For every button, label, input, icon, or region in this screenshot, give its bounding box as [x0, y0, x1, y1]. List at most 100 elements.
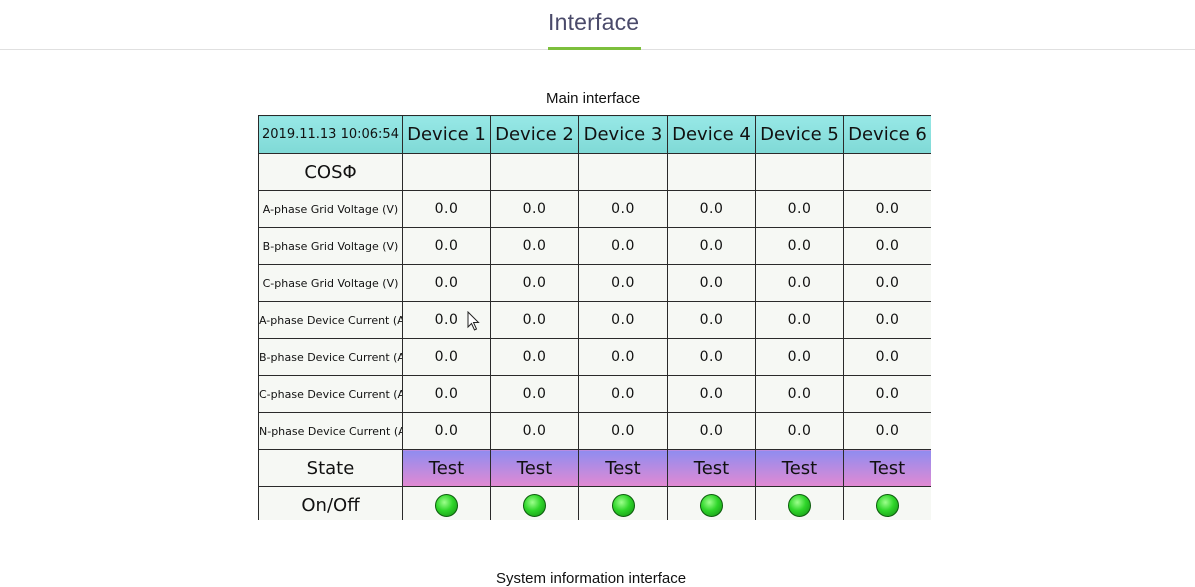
state-button[interactable]: Test — [402, 449, 491, 487]
value-cell: 0.0 — [490, 338, 579, 376]
mouse-pointer-icon — [467, 311, 480, 331]
device-table: 2019.11.13 10:06:54 Device 1 Device 2 De… — [258, 115, 931, 520]
green-led-icon[interactable] — [611, 493, 635, 517]
onoff-cell — [490, 486, 579, 520]
onoff-cell — [402, 486, 491, 520]
device-header: Device 2 — [490, 115, 579, 154]
value-cell: 0.0 — [578, 338, 668, 376]
cos-value — [402, 153, 491, 191]
table-row: N-phase Device Current (A) 0.0 0.0 0.0 0.0 0.… — [258, 412, 931, 450]
value-cell: 0.0 — [490, 375, 579, 413]
value-cell: 0.0 — [667, 412, 756, 450]
value-cell: 0.0 — [578, 301, 668, 339]
state-button[interactable]: Test — [755, 449, 844, 487]
cos-value — [843, 153, 931, 191]
device-header: Device 3 — [578, 115, 668, 154]
device-header: Device 4 — [667, 115, 756, 154]
cos-value — [667, 153, 756, 191]
page-header: Interface — [0, 0, 1195, 50]
value-cell: 0.0 — [490, 412, 579, 450]
cos-row: COSΦ — [258, 153, 931, 191]
green-led-icon[interactable] — [435, 493, 458, 517]
value-cell: 0.0 — [402, 412, 491, 450]
onoff-cell — [755, 486, 844, 520]
value-cell: 0.0 — [667, 190, 756, 228]
value-cell: 0.0 — [667, 227, 756, 265]
value-cell: 0.0 — [843, 338, 931, 376]
value-cell: 0.0 — [755, 227, 844, 265]
value-cell: 0.0 — [843, 412, 931, 450]
value-cell: 0.0 — [402, 375, 491, 413]
value-cell: 0.0 — [843, 264, 931, 302]
state-label: State — [258, 449, 403, 487]
table-row: B-phase Device Current (A) 0.0 0.0 0.0 0.0 0.… — [258, 338, 931, 376]
state-button[interactable]: Test — [843, 449, 931, 487]
title-underline — [548, 47, 641, 50]
row-label: C-phase Grid Voltage (V) — [258, 264, 403, 302]
system-info-caption: System information interface — [496, 570, 687, 587]
value-cell: 0.0 — [490, 301, 579, 339]
state-button[interactable]: Test — [578, 449, 668, 487]
row-label: A-phase Device Current (A) — [258, 301, 403, 339]
page-title: Interface — [548, 9, 640, 35]
onoff-cell — [843, 486, 931, 520]
onoff-row: On/Off — [258, 486, 931, 520]
table-row: C-phase Device Current (A) 0.0 0.0 0.0 0.0 0.… — [258, 375, 931, 413]
table-row: C-phase Grid Voltage (V) 0.0 0.0 0.0 0.0 0.0 0… — [258, 264, 931, 302]
cos-value — [490, 153, 579, 191]
device-header: Device 5 — [755, 115, 844, 154]
value-cell: 0.0 — [402, 190, 491, 228]
state-button[interactable]: Test — [490, 449, 579, 487]
cos-label: COSΦ — [258, 153, 403, 191]
hmi-screenshot: 2019.11.13 10:06:54 Device 1 Device 2 De… — [258, 115, 931, 520]
row-label: B-phase Grid Voltage (V) — [258, 227, 403, 265]
value-cell: 0.0 — [402, 227, 491, 265]
value-cell: 0.0 — [667, 338, 756, 376]
value-cell: 0.0 — [843, 375, 931, 413]
value-cell: 0.0 — [667, 375, 756, 413]
cos-value — [755, 153, 844, 191]
onoff-cell — [667, 486, 756, 520]
value-cell: 0.0 — [578, 190, 668, 228]
value-cell: 0.0 — [578, 264, 668, 302]
value-cell: 0.0 — [490, 190, 579, 228]
value-cell: 0.0 — [402, 264, 491, 302]
green-led-icon[interactable] — [876, 493, 899, 517]
row-label: A-phase Grid Voltage (V) — [258, 190, 403, 228]
row-label: C-phase Device Current (A) — [258, 375, 403, 413]
green-led-icon[interactable] — [788, 493, 811, 517]
value-cell: 0.0 — [578, 227, 668, 265]
state-button[interactable]: Test — [667, 449, 756, 487]
green-led-icon[interactable] — [700, 493, 723, 517]
measurement-rows: A-phase Grid Voltage (V) 0.0 0.0 0.0 0.0 0.0 0… — [258, 190, 931, 450]
table-row: B-phase Grid Voltage (V) 0.0 0.0 0.0 0.0 0.0 0… — [258, 227, 931, 265]
value-cell: 0.0 — [667, 301, 756, 339]
row-label: N-phase Device Current (A) — [258, 412, 403, 450]
value-cell: 0.0 — [667, 264, 756, 302]
table-row: A-phase Grid Voltage (V) 0.0 0.0 0.0 0.0 0.0 0… — [258, 190, 931, 228]
value-cell: 0.0 — [755, 190, 844, 228]
value-cell: 0.0 — [490, 227, 579, 265]
value-cell: 0.0 — [755, 264, 844, 302]
device-header: Device 1 — [402, 115, 491, 154]
device-header: Device 6 — [843, 115, 931, 154]
value-cell: 0.0 — [755, 375, 844, 413]
value-cell: 0.0 — [578, 375, 668, 413]
green-led-icon[interactable] — [523, 493, 546, 517]
onoff-label: On/Off — [258, 486, 403, 520]
value-cell: 0.0 — [490, 264, 579, 302]
cos-value — [578, 153, 668, 191]
value-cell: 0.0 — [755, 338, 844, 376]
value-cell: 0.0 — [578, 412, 668, 450]
row-label: B-phase Device Current (A) — [258, 338, 403, 376]
main-interface-caption: Main interface — [546, 90, 641, 107]
value-cell: 0.0 — [843, 227, 931, 265]
value-cell: 0.0 — [843, 301, 931, 339]
table-row: A-phase Device Current (A) 0.0 0.0 0.0 0.0 0.… — [258, 301, 931, 339]
value-cell: 0.0 — [755, 301, 844, 339]
header-row: 2019.11.13 10:06:54 Device 1 Device 2 De… — [258, 115, 931, 154]
value-cell: 0.0 — [843, 190, 931, 228]
value-cell: 0.0 — [755, 412, 844, 450]
timestamp: 2019.11.13 10:06:54 — [258, 115, 403, 154]
state-row: State Test Test Test Test Test Test — [258, 449, 931, 487]
